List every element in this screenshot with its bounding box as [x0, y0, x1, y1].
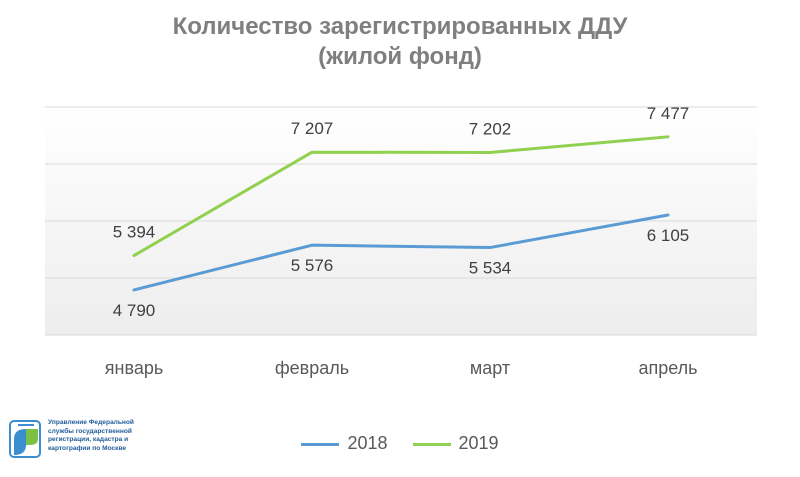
data-label-2018: 5 576	[291, 256, 334, 275]
legend-label-2019: 2019	[458, 432, 499, 453]
chart-legend: 2018 2019	[0, 432, 800, 454]
series-line-2019	[132, 135, 670, 258]
logo-text-line: регистрации, кадастра и	[48, 436, 129, 444]
data-label-2018: 6 105	[647, 226, 690, 245]
x-tick-label: февраль	[275, 358, 349, 378]
logo-text: Управление Федеральной службы государств…	[48, 419, 158, 453]
rosreestr-logo-icon	[9, 420, 41, 458]
legend-item-2018: 2018	[301, 433, 387, 454]
legend-label-2018: 2018	[347, 432, 388, 453]
chart-title: Количество зарегистрированных ДДУ (жилой…	[0, 12, 800, 72]
logo-text-line: службы государственной	[48, 427, 132, 435]
organization-logo: Управление Федеральной службы государств…	[8, 417, 158, 467]
legend-swatch-2018	[301, 442, 340, 446]
logo-text-line: Управление Федеральной	[48, 419, 134, 426]
data-label-2018: 5 534	[469, 259, 512, 278]
data-label-2019: 5 394	[113, 223, 156, 242]
data-label-2019: 7 477	[647, 104, 690, 123]
chart-title-line2: (жилой фонд)	[318, 43, 482, 70]
data-label-2019: 7 207	[291, 119, 334, 138]
logo-text-line: картографии по Москве	[48, 444, 127, 452]
chart-title-line1: Количество зарегистрированных ДДУ	[172, 13, 628, 40]
x-tick-label: апрель	[638, 358, 697, 378]
data-label-2018: 4 790	[113, 301, 156, 320]
x-tick-label: январь	[105, 358, 163, 378]
data-label-2019: 7 202	[469, 119, 512, 138]
legend-item-2019: 2019	[412, 432, 499, 454]
legend-swatch-2019	[412, 442, 451, 446]
x-tick-label: март	[470, 358, 510, 378]
series-line-2018	[132, 213, 670, 292]
